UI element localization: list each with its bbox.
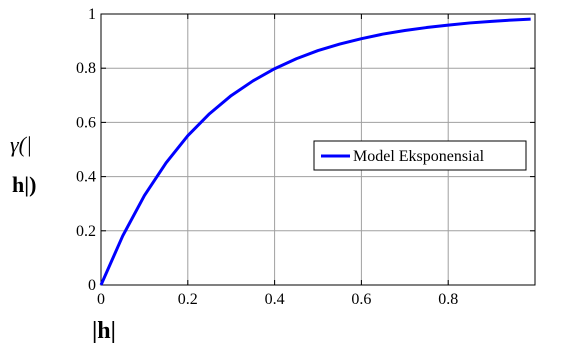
y-axis-label-line1: γ(| <box>10 132 32 157</box>
plot-area-frame <box>100 13 536 286</box>
series-layer <box>99 17 531 286</box>
x-tick-label: 0.2 <box>178 291 198 308</box>
y-tick-label: 0 <box>88 277 96 294</box>
series-line-0 <box>99 17 531 286</box>
y-tick-label: 0.2 <box>76 223 96 240</box>
y-tick-label: 1 <box>88 6 96 23</box>
x-axis-label: |h| <box>92 318 116 344</box>
x-tick-label: 0.6 <box>351 291 371 308</box>
legend-label: Model Eksponensial <box>353 148 485 165</box>
axis-ticks: 0 0.2 0.4 0.6 0.8 0 0.2 0.4 0.6 0.8 1 <box>76 6 535 308</box>
x-tick-label: 0.4 <box>265 291 285 308</box>
y-tick-label: 0.4 <box>76 169 96 186</box>
y-tick-label: 0.8 <box>76 60 96 77</box>
y-tick-label: 0.6 <box>76 114 96 131</box>
x-tick-label: 0.8 <box>438 291 458 308</box>
x-tick-label: 0 <box>97 291 105 308</box>
y-axis-label-line2: h|) <box>12 172 36 197</box>
legend: Model Eksponensial <box>313 140 527 171</box>
